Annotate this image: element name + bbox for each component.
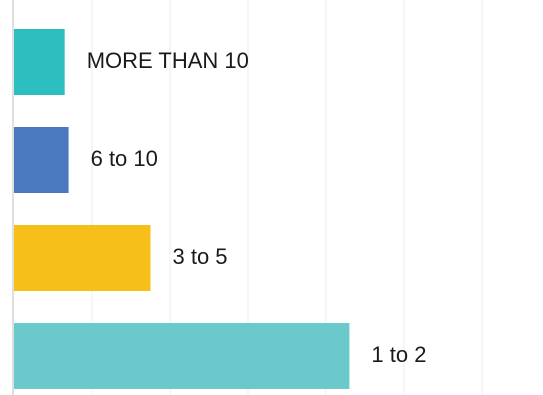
bar bbox=[14, 127, 69, 193]
category-label: 6 to 10 bbox=[91, 146, 158, 171]
bar bbox=[14, 225, 151, 291]
category-label: MORE THAN 10 bbox=[87, 48, 249, 73]
bar bbox=[14, 29, 65, 95]
bar bbox=[14, 323, 350, 389]
category-label: 3 to 5 bbox=[173, 244, 228, 269]
category-label: 1 to 2 bbox=[371, 342, 426, 367]
